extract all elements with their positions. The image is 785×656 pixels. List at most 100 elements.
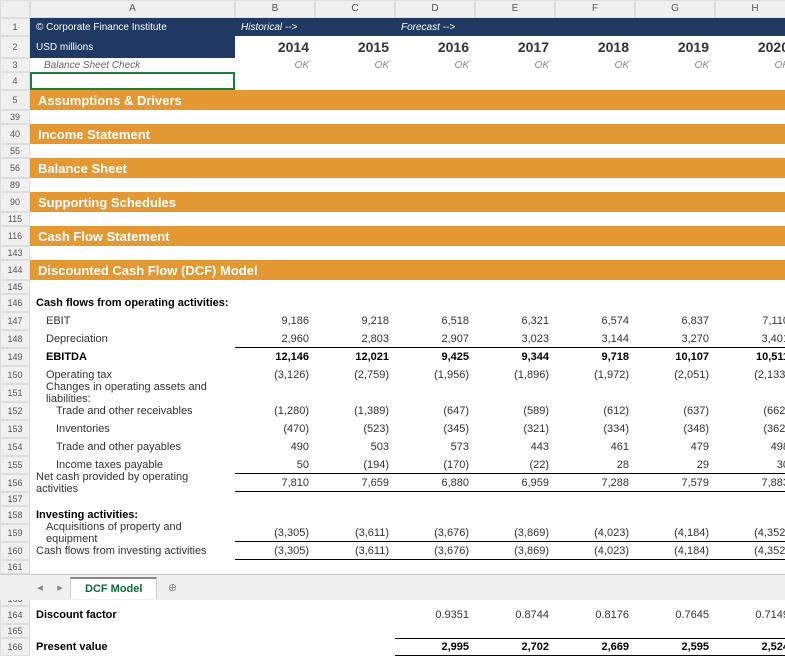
cell-value[interactable]: (3,305) xyxy=(235,524,315,542)
cell[interactable] xyxy=(30,492,785,506)
cell-label[interactable]: EBIT xyxy=(30,312,235,330)
cell-value[interactable]: (662) xyxy=(715,402,785,420)
cell[interactable] xyxy=(235,72,315,90)
cell[interactable] xyxy=(315,384,395,402)
cell-value[interactable]: 2,669 xyxy=(555,638,635,656)
cell-value[interactable]: (3,869) xyxy=(475,542,555,560)
cell-value[interactable]: 0.9351 xyxy=(395,606,475,624)
cell-value[interactable]: 9,186 xyxy=(235,312,315,330)
cell-forecast-label[interactable]: Forecast --> xyxy=(395,18,475,36)
row-header[interactable]: 40 xyxy=(0,124,30,144)
cell-label[interactable]: Acquisitions of property and equipment xyxy=(30,524,235,542)
row-header[interactable]: 143 xyxy=(0,246,30,260)
cell[interactable] xyxy=(715,384,785,402)
cell[interactable] xyxy=(30,178,785,192)
cell-year[interactable]: 2018 xyxy=(555,36,635,58)
cell-value[interactable]: 573 xyxy=(395,438,475,456)
cell-value[interactable]: (3,869) xyxy=(475,524,555,542)
section-income-statement[interactable]: Income Statement xyxy=(30,124,785,144)
cell[interactable] xyxy=(715,506,785,524)
cell-year[interactable]: 2016 xyxy=(395,36,475,58)
cell-value[interactable]: 461 xyxy=(555,438,635,456)
cell-value[interactable]: 9,425 xyxy=(395,348,475,366)
row-header[interactable]: 144 xyxy=(0,260,30,280)
cell[interactable] xyxy=(555,294,635,312)
cell-value[interactable]: 10,511 xyxy=(715,348,785,366)
cell-ok[interactable]: OK xyxy=(475,58,555,72)
cell[interactable] xyxy=(30,624,785,638)
cell-label[interactable]: Present value xyxy=(30,638,235,656)
cell-label[interactable]: Changes in operating assets and liabilit… xyxy=(30,384,235,402)
cell-value[interactable]: 12,146 xyxy=(235,348,315,366)
cell-value[interactable]: 2,524 xyxy=(715,638,785,656)
row-header[interactable]: 146 xyxy=(0,294,30,312)
cell-value[interactable]: 503 xyxy=(315,438,395,456)
cell-label[interactable]: Inventories xyxy=(30,420,235,438)
cell-ok[interactable]: OK xyxy=(635,58,715,72)
cell[interactable] xyxy=(30,212,785,226)
cell[interactable] xyxy=(30,280,785,294)
cell-label[interactable]: Depreciation xyxy=(30,330,235,348)
cell[interactable] xyxy=(315,294,395,312)
row-header[interactable]: 116 xyxy=(0,226,30,246)
cell-value[interactable]: (334) xyxy=(555,420,635,438)
add-sheet-button[interactable]: ⊕ xyxy=(161,577,183,599)
cell-value[interactable] xyxy=(315,638,395,656)
cell-value[interactable]: (4,352) xyxy=(715,524,785,542)
row-header[interactable]: 55 xyxy=(0,144,30,158)
cell-value[interactable]: 7,659 xyxy=(315,474,395,492)
cell-value[interactable]: 7,288 xyxy=(555,474,635,492)
cell-value[interactable]: 0.8744 xyxy=(475,606,555,624)
col-header[interactable]: B xyxy=(235,0,315,18)
cell-value[interactable]: 7,110 xyxy=(715,312,785,330)
row-header[interactable]: 152 xyxy=(0,402,30,420)
col-header[interactable]: F xyxy=(555,0,635,18)
cell[interactable] xyxy=(475,18,555,36)
row-header[interactable]: 145 xyxy=(0,280,30,294)
row-header[interactable]: 164 xyxy=(0,606,30,624)
active-cell[interactable] xyxy=(30,72,235,90)
cell-value[interactable]: (637) xyxy=(635,402,715,420)
cell-value[interactable]: (612) xyxy=(555,402,635,420)
cell-ok[interactable]: OK xyxy=(555,58,635,72)
row-header[interactable]: 159 xyxy=(0,524,30,542)
col-header-corner[interactable] xyxy=(0,0,30,18)
col-header[interactable]: G xyxy=(635,0,715,18)
cell-value[interactable]: 0.7645 xyxy=(635,606,715,624)
cell-ok[interactable]: OK xyxy=(395,58,475,72)
row-header[interactable]: 151 xyxy=(0,384,30,402)
row-header[interactable]: 1 xyxy=(0,18,30,36)
cell-value[interactable]: (1,280) xyxy=(235,402,315,420)
cell[interactable] xyxy=(30,110,785,124)
cell-value[interactable]: 28 xyxy=(555,456,635,474)
cell-value[interactable]: 2,907 xyxy=(395,330,475,348)
cell-value[interactable]: 490 xyxy=(235,438,315,456)
col-header[interactable]: H xyxy=(715,0,785,18)
cell[interactable] xyxy=(30,560,785,574)
cell-value[interactable]: (4,023) xyxy=(555,542,635,560)
cell-value[interactable]: (4,023) xyxy=(555,524,635,542)
cell-value[interactable]: (3,611) xyxy=(315,524,395,542)
row-header[interactable]: 166 xyxy=(0,638,30,656)
cell-value[interactable]: (1,956) xyxy=(395,366,475,384)
cell-year[interactable]: 2015 xyxy=(315,36,395,58)
cell-value[interactable]: 9,718 xyxy=(555,348,635,366)
cell-value[interactable]: (470) xyxy=(235,420,315,438)
tab-nav-prev-icon[interactable]: ◂ xyxy=(30,577,50,599)
cell-value[interactable]: (348) xyxy=(635,420,715,438)
cell-value[interactable]: (3,611) xyxy=(315,542,395,560)
cell[interactable] xyxy=(475,294,555,312)
cell[interactable] xyxy=(30,246,785,260)
row-header[interactable]: 56 xyxy=(0,158,30,178)
cell-value[interactable]: (3,676) xyxy=(395,542,475,560)
row-header[interactable]: 155 xyxy=(0,456,30,474)
row-header[interactable]: 153 xyxy=(0,420,30,438)
row-header[interactable]: 2 xyxy=(0,36,30,58)
cell[interactable] xyxy=(235,294,315,312)
cell[interactable] xyxy=(715,72,785,90)
row-header[interactable]: 148 xyxy=(0,330,30,348)
cell-label[interactable]: Trade and other receivables xyxy=(30,402,235,420)
cell-value[interactable]: 2,960 xyxy=(235,330,315,348)
cell-value[interactable]: 6,321 xyxy=(475,312,555,330)
cell-value[interactable]: 479 xyxy=(635,438,715,456)
